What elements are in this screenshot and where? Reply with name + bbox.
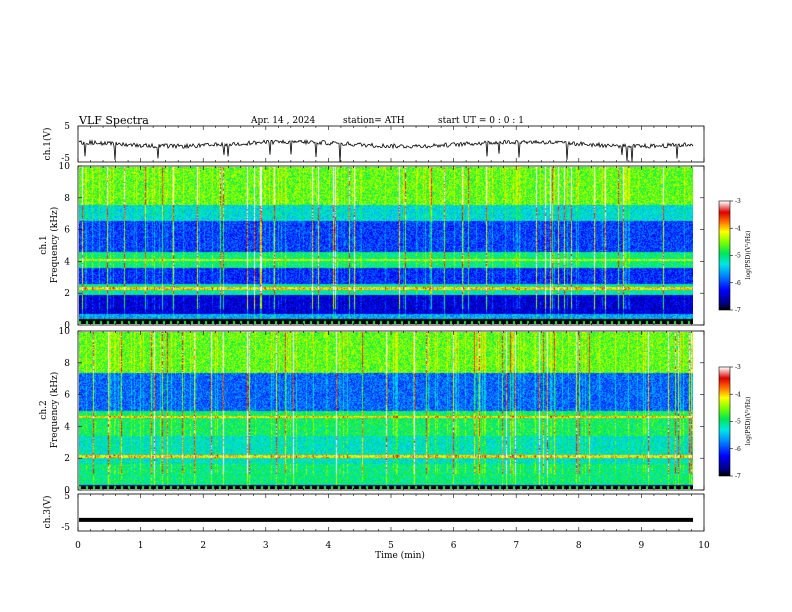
ch1-waveform-panel: 5 -5 ch.1(V) [42, 122, 705, 164]
time-tick-label: 4 [326, 541, 332, 551]
ch1-colorbar-tick-label: -4 [735, 225, 741, 232]
ch1-colorbar-tick-label: -3 [735, 198, 741, 205]
ch3-waveform-ylabel: ch.3(V) [42, 496, 53, 529]
ch2-spectrogram-image [79, 332, 693, 489]
ch1-waveform-ylabel: ch.1(V) [42, 128, 53, 161]
ch1-colorbar-tick-label: -7 [735, 307, 741, 314]
ch1-colorbar-gradient [719, 201, 730, 310]
time-axis: 0 1 2 3 4 5 6 7 8 9 10 [75, 126, 710, 551]
ch2-colorbar-label: log(PSD)(V²/Hz) [745, 397, 752, 446]
time-tick-label: 7 [513, 541, 519, 551]
ch1-colorbar-label: log(PSD)(V²/Hz) [745, 231, 752, 280]
ch2-colorbar-gradient [719, 367, 730, 476]
header-date: Apr. 14 , 2024 [250, 116, 316, 126]
ch2-colorbar-tick-label: -3 [735, 364, 741, 371]
ch2-frequency-tick-label: 10 [59, 327, 71, 337]
time-tick-label: 8 [576, 541, 582, 551]
header-start-time: start UT = 0 : 0 : 1 [438, 116, 524, 126]
time-tick-label: 1 [138, 541, 144, 551]
time-tick-label: 6 [451, 541, 457, 551]
ch1-ytick-top: 5 [64, 122, 70, 132]
ch2-frequency-tick-label: 0 [64, 486, 70, 496]
ch2-frequency-tick-label: 2 [64, 454, 70, 464]
ch1-colorbar: -3 -4 -5 -6 -7 log(PSD)(V²/Hz) [718, 198, 752, 314]
ch2-colorbar-tick-label: -7 [735, 473, 741, 480]
time-tick-label: 0 [75, 541, 81, 551]
ch2-frequency-tick-label: 4 [64, 422, 70, 432]
ch1-colorbar-tick-label: -6 [735, 280, 741, 287]
ch1-frequency-tick-label: 8 [64, 194, 70, 204]
ch1-channel-label: ch.1 [39, 235, 49, 254]
time-tick-label: 2 [200, 541, 206, 551]
header-station: station= ATH [343, 116, 405, 126]
ch1-frequency-tick-label: 4 [64, 257, 70, 267]
time-tick-label: 3 [263, 541, 269, 551]
ch1-spectrogram-image [79, 167, 693, 324]
ch1-frequency-tick-label: 0 [64, 321, 70, 331]
time-axis-label: Time (min) [375, 550, 425, 561]
ch3-waveform-frame [77, 493, 705, 532]
ch2-spectrogram-panel: 0 2 4 6 8 10 ch.2 Frequency (kHz) [39, 327, 705, 496]
ch2-frequency-tick-label: 6 [64, 391, 70, 401]
ch1-colorbar-tick-label: -5 [735, 253, 741, 260]
ch2-colorbar-tick-label: -5 [735, 419, 741, 426]
figure-title: VLF Spectra [78, 114, 149, 127]
ch2-colorbar-tick-label: -4 [735, 391, 741, 398]
ch2-colorbar-tick-label: -6 [735, 446, 741, 453]
ch3-waveform-panel: 5 -5 ch.3(V) [42, 492, 705, 533]
time-tick-label: 9 [639, 541, 645, 551]
ch3-ytick-top: 5 [64, 492, 70, 502]
ch1-ytick-bottom: -5 [61, 154, 70, 164]
time-tick-label: 5 [388, 541, 394, 551]
time-tick-label: 10 [698, 541, 710, 551]
ch1-frequency-tick-label: 6 [64, 226, 70, 236]
ch2-frequency-tick-label: 8 [64, 359, 70, 369]
ch3-ytick-bottom: -5 [61, 523, 70, 533]
ch2-frequency-label: Frequency (kHz) [49, 372, 60, 449]
ch1-waveform-line [78, 139, 694, 163]
ch2-colorbar: -3 -4 -5 -6 -7 log(PSD)(V²/Hz) [718, 364, 752, 480]
ch1-frequency-tick-label: 2 [64, 289, 70, 299]
ch2-channel-label: ch.2 [39, 400, 49, 419]
ch1-frequency-label: Frequency (kHz) [49, 207, 60, 284]
ch1-frequency-tick-label: 10 [59, 162, 71, 172]
ch1-spectrogram-panel: 0 2 4 6 8 10 ch.1 Frequency (kHz) [39, 162, 705, 331]
